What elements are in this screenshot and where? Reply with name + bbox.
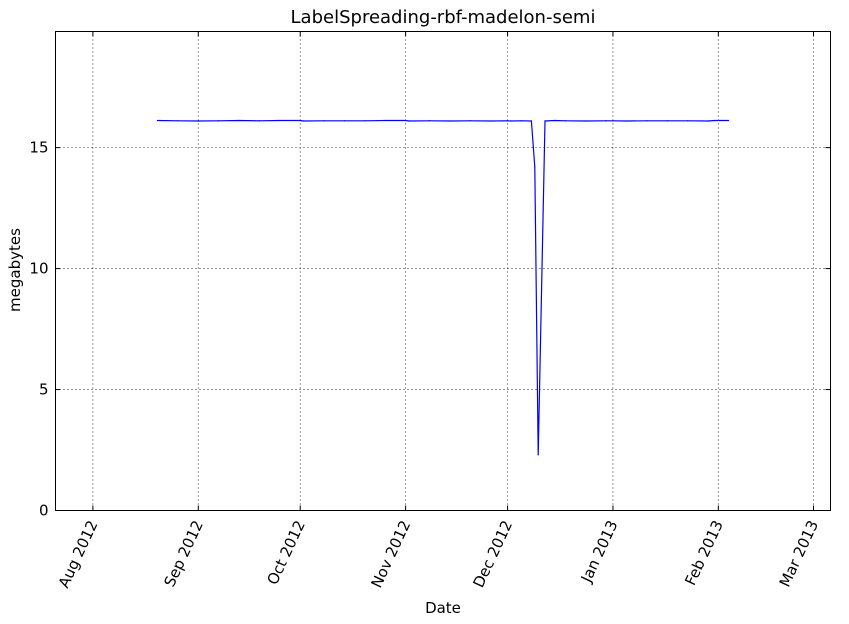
data-point xyxy=(238,119,240,122)
data-point xyxy=(666,120,668,122)
grid xyxy=(55,31,831,511)
data-point xyxy=(707,120,709,122)
y-tick-label: 15 xyxy=(29,139,48,157)
data-point xyxy=(408,120,410,122)
data-point xyxy=(323,120,325,122)
y-axis-label: megabytes xyxy=(6,228,24,312)
data-point xyxy=(303,120,305,122)
data-point xyxy=(299,119,301,122)
series-line-memory xyxy=(157,119,729,455)
x-tick-labels: Aug 2012 Sep 2012 Oct 2012 Nov 2012 Dec 2012… xyxy=(55,518,822,591)
ticks xyxy=(55,31,831,511)
chart-title: LabelSpreading-rbf-madelon-semi xyxy=(291,7,596,28)
x-tick-label: Nov 2012 xyxy=(367,518,414,591)
data-point xyxy=(510,120,512,122)
data-point xyxy=(687,120,689,122)
data-point xyxy=(218,120,220,122)
data-point xyxy=(506,120,509,122)
x-tick-label: Oct 2012 xyxy=(263,518,308,588)
x-tick-label: Mar 2013 xyxy=(776,518,822,590)
data-point xyxy=(714,119,716,122)
y-tick-labels: 0 5 10 15 xyxy=(29,139,48,520)
data-point xyxy=(489,120,492,122)
data-point xyxy=(449,120,451,122)
data-point xyxy=(156,119,159,122)
y-tick-label: 0 xyxy=(39,502,49,520)
data-point xyxy=(384,119,386,122)
data-point xyxy=(197,120,199,122)
data-point xyxy=(646,120,648,122)
data-point xyxy=(612,120,614,122)
data-point xyxy=(537,454,539,456)
data-point xyxy=(258,120,261,122)
data-point xyxy=(469,120,471,122)
data-point xyxy=(544,120,546,122)
y-tick-label: 5 xyxy=(39,381,49,399)
data-point xyxy=(177,120,179,122)
data-point xyxy=(405,119,407,122)
data-point xyxy=(428,120,431,122)
x-tick-label: Feb 2013 xyxy=(681,518,727,589)
data-point xyxy=(554,119,556,122)
data-point xyxy=(564,120,566,122)
data-point xyxy=(279,119,281,122)
data-point xyxy=(727,119,730,122)
plot-frame xyxy=(55,31,831,511)
y-tick-label: 10 xyxy=(29,260,48,278)
x-tick-label: Sep 2012 xyxy=(160,518,206,590)
data-point xyxy=(520,120,522,122)
data-point xyxy=(530,120,532,122)
series-layer xyxy=(156,119,730,456)
data-point xyxy=(343,120,346,122)
x-axis-label: Date xyxy=(425,599,461,617)
data-point xyxy=(585,120,587,122)
data-point xyxy=(364,120,366,122)
data-point xyxy=(625,120,628,122)
data-point xyxy=(605,120,607,122)
data-point xyxy=(534,166,536,168)
x-tick-label: Jan 2013 xyxy=(577,518,622,586)
x-tick-label: Dec 2012 xyxy=(469,518,516,591)
x-tick-label: Aug 2012 xyxy=(55,518,102,591)
